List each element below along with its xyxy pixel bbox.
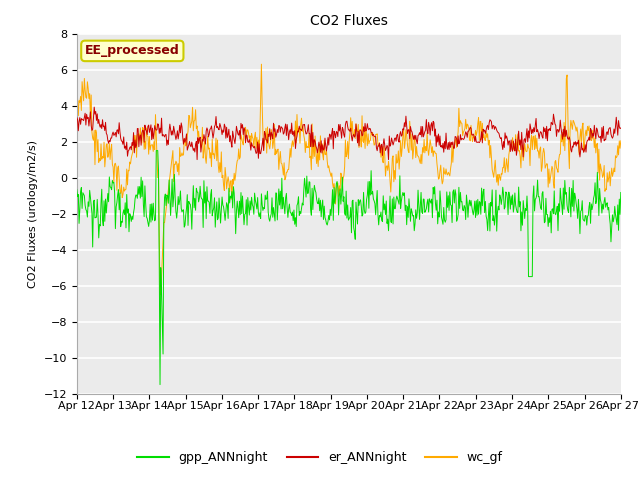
Text: EE_processed: EE_processed	[85, 44, 180, 58]
Legend: gpp_ANNnight, er_ANNnight, wc_gf: gpp_ANNnight, er_ANNnight, wc_gf	[132, 446, 508, 469]
Y-axis label: CO2 Fluxes (urology/m2/s): CO2 Fluxes (urology/m2/s)	[28, 140, 38, 288]
Title: CO2 Fluxes: CO2 Fluxes	[310, 14, 388, 28]
